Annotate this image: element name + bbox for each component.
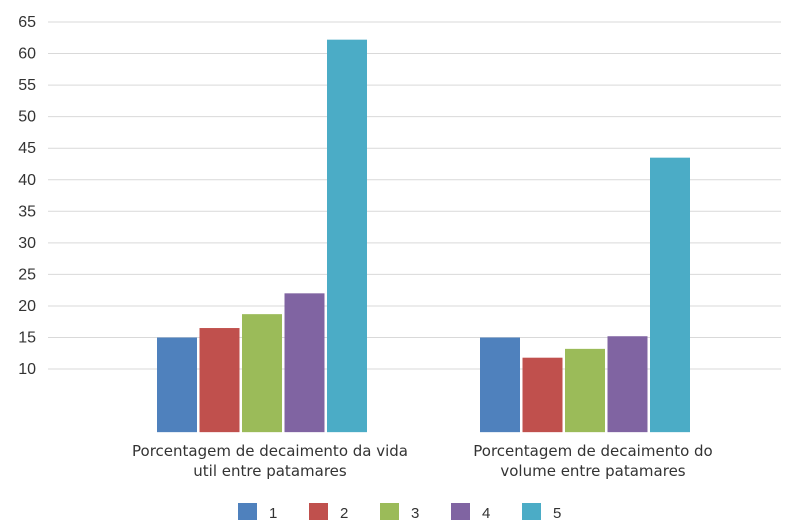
legend-swatch-4 (451, 503, 470, 520)
category-label: Porcentagem de decaimento do (473, 442, 712, 460)
legend-swatch-3 (380, 503, 399, 520)
legend-label-5: 5 (553, 505, 561, 520)
y-tick-label: 55 (18, 77, 36, 94)
bar-series-1-category-1 (157, 337, 197, 433)
legend-label-4: 4 (482, 505, 490, 520)
category-label: volume entre patamares (500, 462, 685, 480)
y-tick-label: 60 (18, 46, 36, 63)
legend-label-3: 3 (411, 505, 419, 520)
y-tick-label: 40 (18, 172, 36, 189)
bar-series-5-category-2 (650, 157, 690, 433)
legend-label-2: 2 (340, 505, 348, 520)
legend-swatch-2 (309, 503, 328, 520)
bar-series-2-category-1 (199, 328, 240, 433)
legend-swatch-1 (238, 503, 257, 520)
y-tick-label: 65 (18, 14, 36, 31)
category-labels: Porcentagem de decaimento da vida util en… (132, 442, 713, 480)
bar-series-4-category-1 (284, 293, 325, 433)
legend-label-1: 1 (269, 505, 277, 520)
y-tick-label: 20 (18, 298, 36, 315)
y-tick-label: 30 (18, 235, 36, 252)
y-tick-label: 45 (18, 140, 36, 157)
y-axis-ticks: 10 15 20 25 30 35 40 45 50 55 60 65 (18, 14, 36, 378)
y-tick-label: 15 (18, 330, 36, 347)
y-tick-label: 25 (18, 266, 36, 283)
bar-series-4-category-2 (607, 336, 648, 433)
y-tick-label: 10 (18, 361, 36, 378)
legend: 1 2 3 4 5 (238, 503, 561, 520)
bar-series-2-category-2 (522, 357, 563, 433)
bars (157, 39, 690, 433)
bar-series-5-category-1 (327, 39, 367, 433)
bar-series-1-category-2 (480, 337, 520, 433)
category-label: util entre patamares (193, 462, 347, 480)
category-label: Porcentagem de decaimento da vida (132, 442, 408, 460)
bar-series-3-category-2 (565, 348, 605, 433)
legend-swatch-5 (522, 503, 541, 520)
bar-series-3-category-1 (242, 314, 282, 433)
y-tick-label: 50 (18, 109, 36, 126)
y-tick-label: 35 (18, 203, 36, 220)
